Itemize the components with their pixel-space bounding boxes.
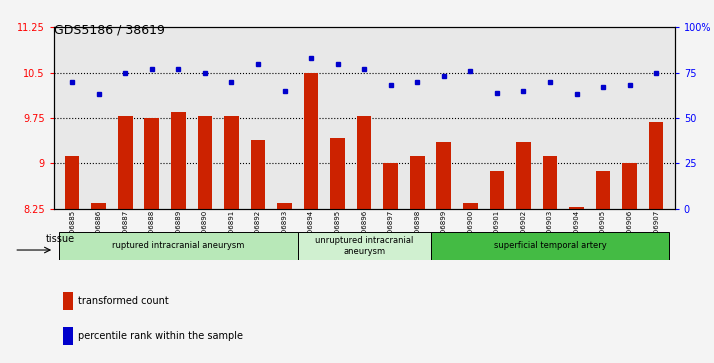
Bar: [331, 138, 345, 209]
Bar: [277, 203, 292, 209]
Bar: [298, 232, 431, 260]
Text: GDS5186 / 38619: GDS5186 / 38619: [54, 24, 164, 37]
Bar: [59, 232, 298, 260]
Bar: [303, 73, 318, 209]
Text: superficial temporal artery: superficial temporal artery: [493, 241, 606, 250]
Bar: [144, 118, 159, 209]
Bar: [118, 116, 133, 209]
Bar: [516, 142, 531, 209]
Bar: [171, 112, 186, 209]
Bar: [63, 327, 73, 345]
Text: tissue: tissue: [46, 234, 75, 244]
Bar: [543, 156, 557, 209]
Bar: [649, 122, 663, 209]
Bar: [623, 163, 637, 209]
Bar: [569, 207, 584, 209]
Bar: [198, 116, 212, 209]
Text: transformed count: transformed count: [79, 296, 169, 306]
Text: unruptured intracranial
aneurysm: unruptured intracranial aneurysm: [315, 236, 413, 256]
Bar: [436, 142, 451, 209]
Bar: [383, 163, 398, 209]
Bar: [91, 203, 106, 209]
Bar: [251, 140, 266, 209]
Text: percentile rank within the sample: percentile rank within the sample: [79, 331, 243, 341]
Bar: [224, 116, 238, 209]
Text: ruptured intracranial aneurysm: ruptured intracranial aneurysm: [112, 241, 244, 250]
Bar: [595, 171, 610, 209]
Bar: [431, 232, 670, 260]
Bar: [490, 171, 504, 209]
Bar: [63, 292, 73, 310]
Bar: [410, 156, 425, 209]
Bar: [65, 156, 79, 209]
Bar: [463, 203, 478, 209]
Bar: [357, 116, 371, 209]
